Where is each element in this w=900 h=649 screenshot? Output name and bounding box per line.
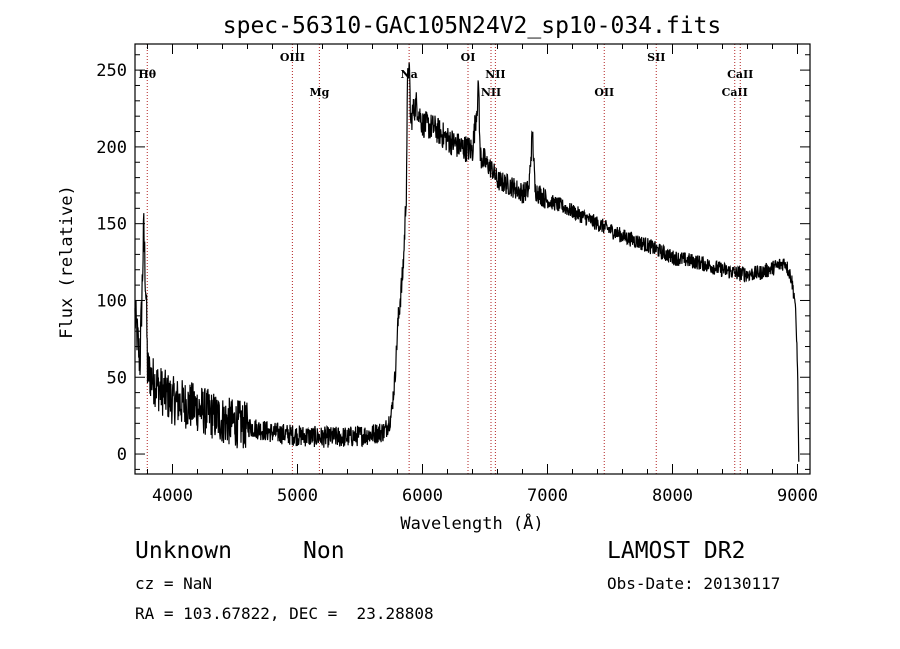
object-subclass: Non (303, 538, 345, 564)
y-axis-label: Flux (relative) (57, 185, 77, 339)
chart-title: spec-56310-GAC105N24V2_sp10-034.fits (223, 13, 722, 39)
observation-date: Obs-Date: 20130117 (607, 574, 781, 593)
redshift-text: cz = NaN (135, 574, 213, 593)
x-tick-label: 8000 (652, 486, 693, 506)
x-axis-label: Wavelength (Å) (400, 512, 543, 534)
y-tick-label: 250 (96, 61, 127, 81)
x-axis-ticks: 4000 5000 6000 7000 8000 9000 (147, 44, 818, 506)
survey-name: LAMOST DR2 (607, 538, 746, 564)
y-tick-label: 200 (96, 138, 127, 158)
y-tick-label: 50 (107, 368, 127, 388)
coordinates-text: RA = 103.67822, DEC = 23.28808 (135, 604, 434, 623)
spectral-line-label: CaII (727, 68, 753, 81)
spectral-line-label: Mg (309, 86, 329, 99)
x-tick-label: 7000 (527, 486, 568, 506)
spectrum-series-line (134, 62, 800, 462)
y-tick-label: 0 (117, 445, 127, 465)
y-axis-ticks: 0 50 100 150 200 250 (96, 54, 810, 470)
x-tick-label: 9000 (777, 486, 818, 506)
x-tick-label: 4000 (152, 486, 193, 506)
x-tick-label: 5000 (277, 486, 318, 506)
y-tick-label: 100 (96, 291, 127, 311)
spectral-line-label: OIII (280, 51, 305, 64)
object-class: Unknown (135, 538, 232, 564)
y-tick-label: 150 (96, 215, 127, 235)
spectral-line-label: NII (485, 68, 505, 81)
spectral-line-label: CaII (722, 86, 748, 99)
spectral-line-label: OII (594, 86, 614, 99)
spectral-line-label: Hθ (138, 68, 156, 81)
spectral-line-label: NII (481, 86, 501, 99)
spectral-line-label: SII (647, 51, 665, 64)
spectral-line-label: OI (461, 51, 476, 64)
x-tick-label: 6000 (402, 486, 443, 506)
